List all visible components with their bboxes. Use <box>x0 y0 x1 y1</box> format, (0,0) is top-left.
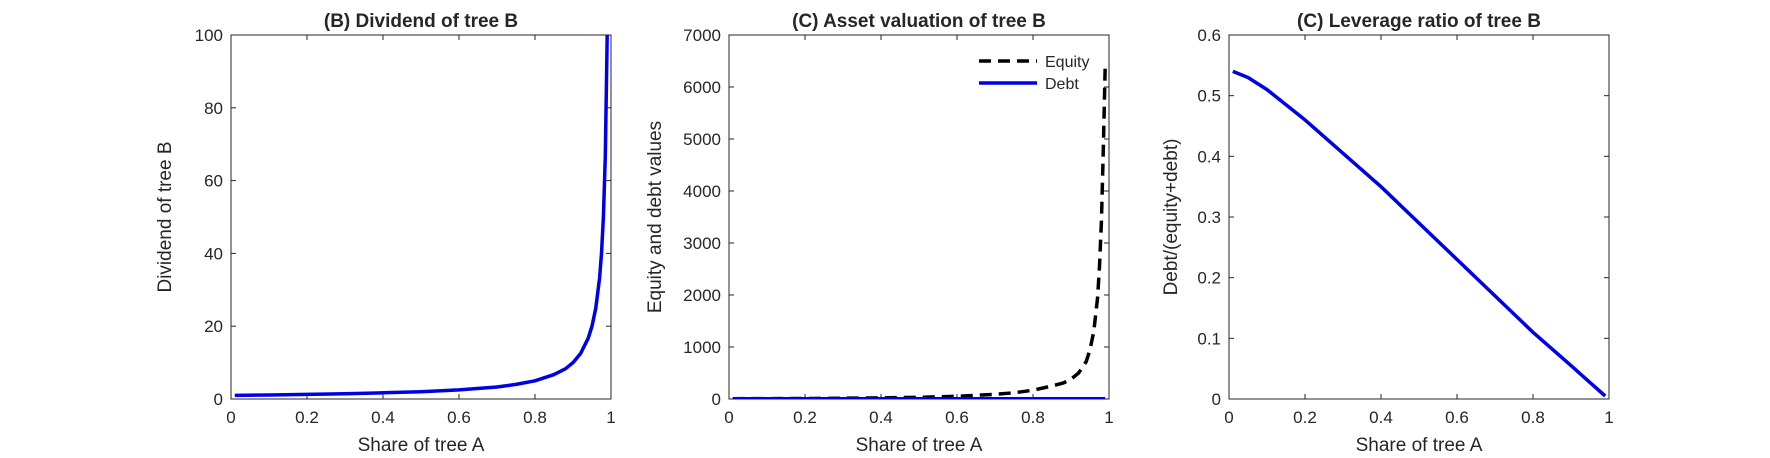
y-tick-label: 20 <box>204 317 223 336</box>
x-tick-label: 0.8 <box>1021 408 1045 427</box>
x-tick-label: 0.6 <box>945 408 969 427</box>
x-tick-label: 0.4 <box>869 408 893 427</box>
x-axis-label: Share of tree A <box>856 435 983 456</box>
legend: Equity Debt <box>979 54 1089 93</box>
panel-asset-valuation: (C) Asset valuation of tree B 0 0.2 0.4 0.6 0… <box>645 11 1114 456</box>
series-line-0 <box>1232 69 1607 398</box>
x-tick-label: 0 <box>226 408 235 427</box>
x-tick-label: 1 <box>1104 408 1113 427</box>
series-line-equity <box>732 66 1107 399</box>
y-tick-label: 0 <box>712 390 721 409</box>
chart-title: (B) Dividend of tree B <box>324 11 518 32</box>
y-tick-label: 0.3 <box>1197 208 1221 227</box>
axes-frame <box>728 34 1110 400</box>
x-tick-label: 1 <box>1604 408 1613 427</box>
axes-frame <box>230 34 612 400</box>
panel-leverage-ratio: (C) Leverage ratio of tree B 0 0.2 0.4 0.6 0.… <box>1161 11 1614 456</box>
y-tick-label: 0.1 <box>1197 329 1221 348</box>
x-axis-label: Share of tree A <box>358 435 485 456</box>
y-axis-label: Equity and debt values <box>645 121 666 313</box>
y-tick-label: 0.5 <box>1197 87 1221 106</box>
y-tick-label: 100 <box>195 26 223 45</box>
y-axis-label: Dividend of tree B <box>155 141 176 292</box>
y-tick-label: 7000 <box>683 26 721 45</box>
x-tick-label: 1 <box>606 408 615 427</box>
legend-label: Debt <box>1045 76 1079 93</box>
x-tick-label: 0 <box>1224 408 1233 427</box>
chart-title: (C) Leverage ratio of tree B <box>1297 11 1541 32</box>
y-tick-label: 0.2 <box>1197 269 1221 288</box>
chart-title: (C) Asset valuation of tree B <box>792 11 1046 32</box>
x-axis-label: Share of tree A <box>1356 435 1483 456</box>
x-tick-label: 0.2 <box>1293 408 1317 427</box>
y-tick-label: 80 <box>204 99 223 118</box>
y-tick-label: 1000 <box>683 338 721 357</box>
legend-label: Equity <box>1045 54 1089 71</box>
x-tick-label: 0.6 <box>447 408 471 427</box>
y-tick-label: 3000 <box>683 234 721 253</box>
x-tick-label: 0.4 <box>1369 408 1393 427</box>
x-tick-label: 0 <box>724 408 733 427</box>
y-tick-label: 0.6 <box>1197 26 1221 45</box>
y-tick-label: 4000 <box>683 182 721 201</box>
x-tick-label: 0.6 <box>1445 408 1469 427</box>
axes-frame <box>1228 34 1610 400</box>
y-tick-label: 0 <box>214 390 223 409</box>
y-tick-label: 0 <box>1212 390 1221 409</box>
y-axis-label: Debt/(equity+debt) <box>1161 139 1182 296</box>
series-line-0 <box>234 34 609 398</box>
y-tick-label: 2000 <box>683 286 721 305</box>
y-tick-label: 5000 <box>683 130 721 149</box>
y-tick-label: 60 <box>204 172 223 191</box>
y-tick-label: 0.4 <box>1197 147 1221 166</box>
x-tick-label: 0.2 <box>295 408 319 427</box>
x-tick-label: 0.8 <box>1521 408 1545 427</box>
x-tick-label: 0.2 <box>793 408 817 427</box>
x-tick-label: 0.8 <box>523 408 547 427</box>
x-tick-label: 0.4 <box>371 408 395 427</box>
panel-dividend: (B) Dividend of tree B 0 0.2 0.4 0.6 0.8 1 0 20 4… <box>155 11 616 456</box>
y-tick-label: 40 <box>204 244 223 263</box>
y-tick-label: 6000 <box>683 78 721 97</box>
